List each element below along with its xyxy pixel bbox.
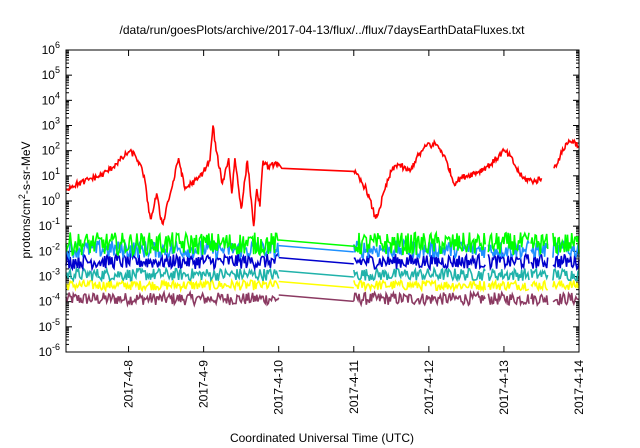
x-tick-label: 2017-4-13 [497,360,511,415]
y-tick-label: 10-3 [39,267,60,284]
x-tick-label: 2017-4-14 [572,360,586,415]
gap-connector [278,244,354,253]
x-tick-label: 2017-4-10 [272,360,286,415]
y-tick-label: 101 [42,166,60,183]
y-tick-label: 106 [42,40,60,57]
gap-connector [278,256,354,265]
x-tick-label: 2017-4-11 [347,360,361,414]
x-tick-label: 2017-4-9 [197,360,211,408]
x-axis: 2017-4-8 2017-4-9 2017-4-10 2017-4-11 2017-4… [122,50,586,415]
x-tick-label: 2017-4-12 [422,360,436,415]
gap-connector [278,280,354,289]
series-band [65,250,580,272]
y-tick-label: 10-2 [39,241,60,258]
y-tick-label: 10-4 [39,292,60,309]
gap-connector [278,269,354,278]
y-tick-label: 10-5 [39,317,60,334]
series-band [65,277,580,294]
y-tick-label: 104 [42,90,60,107]
series-band [65,230,580,258]
y-tick-label: 102 [42,141,60,158]
y-tick-label: 10-6 [39,342,60,359]
y-tick-label: 10-1 [39,216,60,233]
x-axis-label: Coordinated Universal Time (UTC) [230,431,414,445]
series-group [65,125,580,308]
series-band [65,265,580,283]
chart-title: /data/run/goesPlots/archive/2017-04-13/f… [120,23,526,37]
plot-frame [65,49,580,353]
y-tick-label: 105 [42,65,60,82]
series-line [65,125,580,227]
y-tick-label: 103 [42,116,60,133]
y-tick-label: 100 [42,191,60,208]
gap-connector [278,239,354,248]
y-axis: 10-6 10-5 10-4 10-3 10-2 10-1 100 101 102 103 104 1… [39,40,579,359]
x-tick-label: 2017-4-8 [122,360,136,408]
series-band [65,289,580,308]
y-axis-label: protons/cm2-s-sr-MeV [17,141,33,258]
gap-connector [278,294,354,303]
